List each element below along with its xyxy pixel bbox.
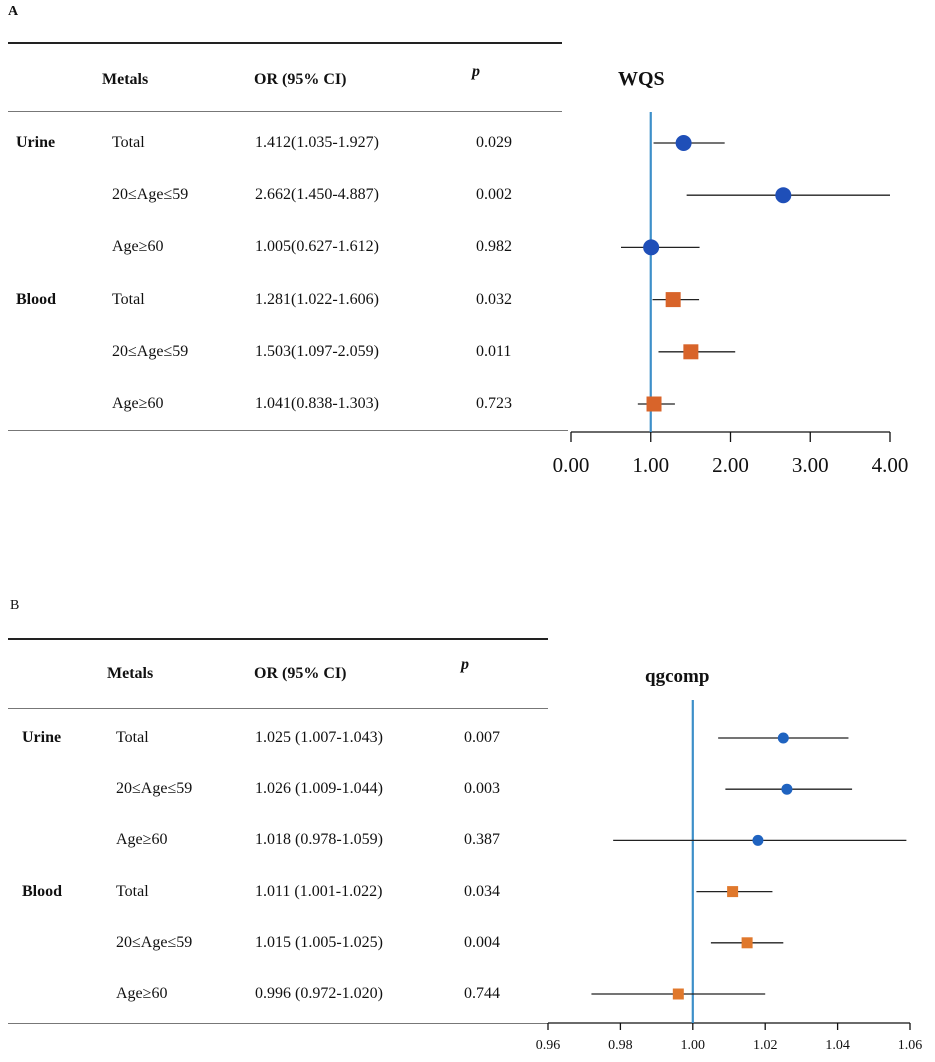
metal-label: 20≤Age≤59 [112,186,189,204]
or-ci-value: 1.018 (0.978-1.059) [255,831,383,849]
header-or: OR (95% CI) [254,665,347,682]
point-blood-total [665,292,681,308]
header-or: OR (95% CI) [254,71,347,88]
or-ci-value: 1.281(1.022-1.606) [255,290,379,308]
group-label: Blood [22,882,63,900]
metal-label: Total [112,134,145,151]
or-ci-value: 1.041(0.838-1.303) [255,395,379,412]
or-ci-value: 1.412(1.035-1.927) [255,134,379,151]
metal-label: 20≤Age≤59 [116,780,193,798]
table-header-rule [8,111,562,112]
point-urine-total [675,135,692,151]
or-ci-value: 1.011 (1.001-1.022) [255,882,383,900]
panel-label: A [8,4,19,19]
or-ci-value: 1.015 (1.005-1.025) [255,933,383,951]
metal-label: Age≥60 [112,395,164,412]
metal-label: Total [116,882,149,900]
table-header-rule [8,708,548,709]
x-tick-label: 1.04 [825,1038,850,1053]
point-blood-total [727,886,739,898]
x-tick-label: 1.00 [632,453,669,477]
table-bottom-rule [8,1023,548,1024]
point-urine-age-ge-60 [752,834,764,846]
header-p: p [461,656,469,673]
forest-plot-wqs: 0.00 1.00 2.00 3.00 4.00 [553,112,909,477]
or-ci-value: 1.025 (1.007-1.043) [255,729,383,746]
group-label: Urine [16,134,56,151]
x-tick-label: 1.06 [898,1038,923,1053]
p-value: 0.744 [464,985,500,1002]
header-metals: Metals [102,71,149,88]
table-top-rule [8,42,562,44]
x-tick-label: 0.96 [536,1038,561,1053]
x-tick-label: 3.00 [792,453,829,477]
x-tick-label: 2.00 [712,453,749,477]
header-p: p [472,63,480,80]
or-ci-value: 1.503(1.097-2.059) [255,342,379,360]
or-ci-value: 0.996 (0.972-1.020) [255,985,383,1002]
metal-label: 20≤Age≤59 [116,933,193,951]
point-blood-age-ge-60 [672,988,684,1000]
p-value: 0.387 [464,831,500,849]
table-bottom-rule [8,430,568,431]
panel-label: B [10,598,20,613]
x-tick-label: 0.98 [608,1038,633,1053]
point-urine-total [777,732,789,744]
panel-b: B Metals OR (95% CI) p qgcomp Urine Total… [0,590,935,1062]
p-value: 0.032 [476,290,512,308]
point-urine-20-le-age-le-59 [781,783,793,795]
metal-label: Age≥60 [116,831,168,849]
or-ci-value: 2.662(1.450-4.887) [255,186,379,204]
plot-title: WQS [618,68,665,90]
p-value: 0.034 [464,882,500,900]
header-metals: Metals [107,665,154,682]
p-value: 0.723 [476,395,512,412]
p-value: 0.004 [464,933,500,951]
metal-label: Total [112,290,145,308]
p-value: 0.011 [476,342,512,360]
p-value: 0.003 [464,780,500,798]
p-value: 0.982 [476,238,512,256]
metal-label: Age≥60 [112,238,164,256]
x-tick-label: 0.00 [553,453,590,477]
p-value: 0.002 [476,186,512,204]
metal-label: Total [116,729,149,746]
x-tick-label: 1.02 [753,1038,778,1053]
point-blood-20-le-age-le-59 [741,937,753,949]
p-value: 0.007 [464,729,500,746]
panel-a: A Metals OR (95% CI) p WQS Urine Total 1.4… [0,0,935,500]
point-urine-20-le-age-le-59 [775,187,792,204]
metal-label: 20≤Age≤59 [112,342,189,360]
group-label: Blood [16,290,57,308]
or-ci-value: 1.005(0.627-1.612) [255,238,379,256]
or-ci-value: 1.026 (1.009-1.044) [255,780,383,798]
forest-plot-qgcomp: 0.96 0.98 1.00 1.02 1.04 1.06 [536,700,923,1053]
point-blood-age-ge-60 [646,396,662,412]
x-tick-label: 1.00 [681,1038,706,1053]
metal-label: Age≥60 [116,985,168,1002]
p-value: 0.029 [476,134,512,151]
point-blood-20-le-age-le-59 [683,344,699,360]
plot-title: qgcomp [645,666,710,687]
table-top-rule [8,638,548,640]
group-label: Urine [22,729,62,746]
x-tick-label: 4.00 [872,453,909,477]
point-urine-age-ge-60 [643,239,660,256]
